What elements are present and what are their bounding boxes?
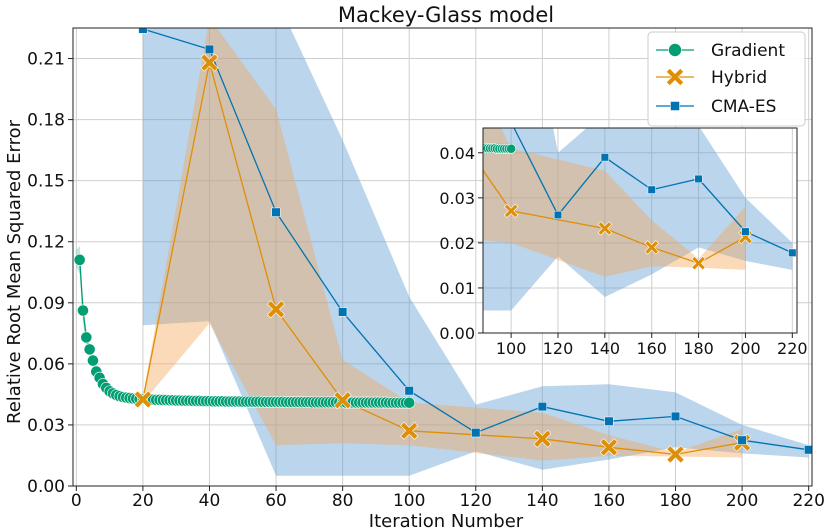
- y-axis-label: Relative Root Mean Squared Error: [4, 119, 25, 424]
- x-tick-label: 0: [71, 491, 82, 511]
- hybrid-point: [400, 421, 419, 440]
- x-tick-label: 200: [726, 491, 758, 511]
- inset-cma-es-point: [553, 210, 563, 220]
- cma-es-point: [204, 44, 215, 54]
- gradient-point: [83, 343, 96, 356]
- cma-es-point: [138, 28, 148, 34]
- cma-es-point: [604, 416, 614, 426]
- x-tick-label: 180: [659, 491, 691, 511]
- inset-y-tick-label: 0.02: [439, 234, 475, 253]
- inset-cma-es-point: [788, 248, 797, 257]
- gradient-point: [77, 304, 89, 317]
- inset-x-tick-label: 220: [777, 339, 808, 358]
- hybrid-point: [333, 391, 352, 410]
- hybrid-point: [533, 429, 552, 448]
- inset-gradient-point: [506, 143, 517, 154]
- x-tick-label: 160: [593, 491, 625, 511]
- inset-series-group: [483, 128, 797, 311]
- inset-hybrid-point: [503, 203, 519, 219]
- inset-cma-es-point: [647, 185, 656, 194]
- legend-label-0: Gradient: [711, 41, 785, 61]
- legend-label-1: Hybrid: [711, 68, 767, 88]
- cma-es-point: [471, 428, 481, 438]
- inset-x-tick-label: 160: [636, 339, 667, 358]
- y-tick-label: 0.03: [27, 416, 65, 436]
- chart-title: Mackey-Glass model: [338, 3, 554, 27]
- cma-es-point: [404, 386, 414, 396]
- legend-label-2: CMA-ES: [711, 97, 776, 117]
- hybrid-confidence-band: [142, 28, 743, 461]
- gradient-point: [403, 396, 416, 409]
- x-tick-label: 40: [199, 491, 221, 511]
- inset-cma-es-band: [483, 128, 793, 311]
- legend: Gradient Hybrid CMA-ES: [647, 31, 806, 127]
- legend-marker-0: [668, 43, 682, 57]
- inset-hybrid-point: [597, 221, 613, 236]
- inset-x-tick-label: 200: [730, 339, 761, 358]
- inset-frame: [482, 127, 798, 334]
- cma-es-point: [338, 307, 348, 317]
- x-tick-label: 20: [132, 491, 154, 511]
- x-tick-label: 220: [792, 491, 824, 511]
- cma-es-point: [737, 435, 747, 445]
- inset-y-tick-label: 0.01: [439, 279, 475, 298]
- y-tick-label: 0.21: [27, 50, 65, 70]
- inset-x-tick-label: 140: [590, 339, 621, 358]
- y-tick-label: 0.06: [27, 355, 65, 375]
- x-tick-label: 120: [460, 491, 492, 511]
- cma-es-point: [804, 445, 812, 455]
- gradient-point: [87, 354, 99, 367]
- x-axis-label: Iteration Number: [369, 511, 524, 532]
- inset-y-tick-label: 0.03: [439, 189, 475, 208]
- y-tick-label: 0.15: [27, 172, 65, 192]
- legend-box: [647, 31, 806, 127]
- x-tick-label: 100: [393, 491, 425, 511]
- hybrid-point: [133, 390, 152, 409]
- inset-y-tick-label: 0.04: [439, 144, 475, 163]
- hybrid-point: [599, 438, 619, 457]
- inset-y-tick-label: 0.00: [439, 324, 475, 343]
- y-tick-label: 0.18: [27, 111, 65, 131]
- cma-es-point: [271, 207, 281, 217]
- inset-plot-area: 100 120 140 160 180 200 220 0.00 0.01 0.02 0.03 0.0…: [439, 127, 808, 358]
- gradient-point: [73, 253, 86, 266]
- inset-hybrid-point: [644, 240, 659, 255]
- inset-x-tick-label: 100: [496, 339, 527, 358]
- hybrid-point: [200, 53, 219, 72]
- cma-es-point: [537, 402, 547, 412]
- inset-cma-es-point: [600, 153, 609, 162]
- y-tick-label: 0.00: [27, 477, 65, 497]
- main-series-group: [73, 28, 812, 476]
- main-plot-frame: [72, 27, 813, 487]
- y-tick-label: 0.09: [27, 294, 65, 314]
- hybrid-point: [666, 445, 685, 464]
- inset-hybrid-point: [691, 255, 706, 271]
- inset-x-tick-label: 180: [683, 339, 714, 358]
- x-tick-label: 140: [526, 491, 558, 511]
- inset-cma-es-point: [741, 227, 750, 236]
- inset-cma-es-point: [694, 174, 703, 183]
- cma-es-point: [670, 411, 681, 421]
- gradient-point: [80, 331, 93, 344]
- legend-marker-1: [665, 67, 685, 87]
- inset-x-tick-label: 120: [543, 339, 574, 358]
- y-tick-label: 0.12: [27, 233, 65, 253]
- legend-marker-2: [670, 101, 680, 111]
- cma-es-confidence-band: [142, 28, 809, 476]
- inset-hybrid-band: [483, 128, 746, 277]
- x-tick-label: 80: [332, 491, 354, 511]
- hybrid-point: [266, 300, 286, 319]
- x-tick-label: 60: [265, 491, 287, 511]
